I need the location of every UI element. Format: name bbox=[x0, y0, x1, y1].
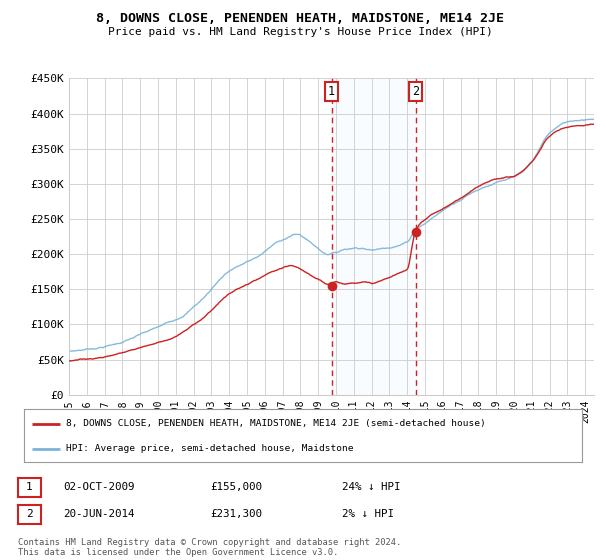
Text: 24% ↓ HPI: 24% ↓ HPI bbox=[342, 482, 401, 492]
Text: 02-OCT-2009: 02-OCT-2009 bbox=[63, 482, 134, 492]
Text: 2% ↓ HPI: 2% ↓ HPI bbox=[342, 509, 394, 519]
Text: £231,300: £231,300 bbox=[210, 509, 262, 519]
Text: Contains HM Land Registry data © Crown copyright and database right 2024.
This d: Contains HM Land Registry data © Crown c… bbox=[18, 538, 401, 557]
Bar bbox=[331, 78, 416, 395]
Text: Price paid vs. HM Land Registry's House Price Index (HPI): Price paid vs. HM Land Registry's House … bbox=[107, 27, 493, 38]
Text: 2: 2 bbox=[26, 509, 33, 519]
Text: 8, DOWNS CLOSE, PENENDEN HEATH, MAIDSTONE, ME14 2JE (semi-detached house): 8, DOWNS CLOSE, PENENDEN HEATH, MAIDSTON… bbox=[66, 419, 485, 428]
Text: 1: 1 bbox=[328, 85, 335, 97]
Text: HPI: Average price, semi-detached house, Maidstone: HPI: Average price, semi-detached house,… bbox=[66, 444, 353, 453]
Text: £155,000: £155,000 bbox=[210, 482, 262, 492]
Text: 1: 1 bbox=[26, 482, 33, 492]
Text: 2: 2 bbox=[412, 85, 419, 97]
Text: 8, DOWNS CLOSE, PENENDEN HEATH, MAIDSTONE, ME14 2JE: 8, DOWNS CLOSE, PENENDEN HEATH, MAIDSTON… bbox=[96, 12, 504, 25]
Text: 20-JUN-2014: 20-JUN-2014 bbox=[63, 509, 134, 519]
